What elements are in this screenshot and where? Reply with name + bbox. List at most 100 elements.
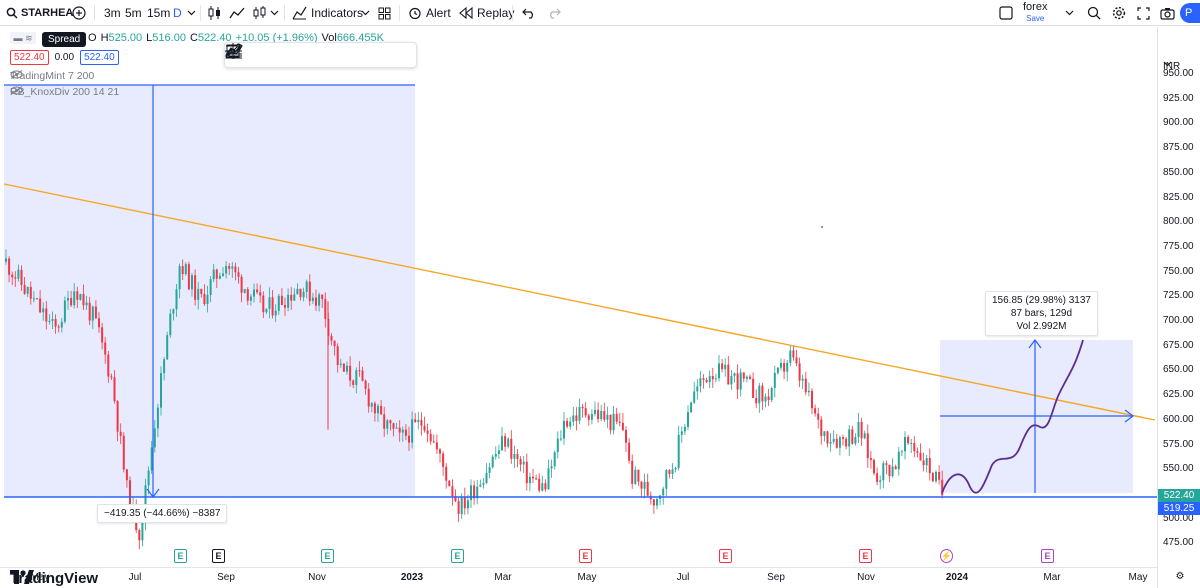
candle-body	[749, 376, 751, 379]
event-marker[interactable]: E	[212, 549, 225, 563]
price-tick-label: 500.00	[1163, 512, 1194, 524]
candle-body	[724, 364, 727, 370]
candle-body	[51, 319, 54, 321]
candle-body	[352, 380, 355, 385]
indicators-button[interactable]: Indicators	[292, 0, 363, 26]
event-marker[interactable]: E	[719, 549, 732, 563]
horizontal-ray-tool[interactable]	[226, 43, 335, 67]
chart-pane[interactable]: ▬ ≋ O H 525.00 L 516.00 C 522.40 +10.05 (+1…	[0, 27, 1200, 588]
replay-button[interactable]: Replay	[459, 0, 514, 26]
candle-body	[11, 274, 14, 278]
parallel-channel-tool[interactable]	[226, 43, 285, 67]
candle-body	[718, 363, 720, 379]
candle-body	[23, 285, 26, 294]
tradingview-logo[interactable]: TradingView	[10, 570, 98, 587]
candle-body	[525, 461, 528, 484]
publish-button[interactable]: P	[1180, 3, 1200, 23]
settings-button[interactable]	[1112, 0, 1126, 26]
candle-body	[98, 318, 100, 328]
interval-d[interactable]: D	[173, 0, 182, 26]
candle-body	[522, 461, 525, 465]
interval-15m[interactable]: 15m	[147, 0, 170, 26]
buy-button[interactable]: 522.40	[80, 50, 119, 65]
top-toolbar: STARHEA 3m 5m 15m D Indicators Alert Rep…	[0, 0, 1200, 26]
candle-body	[299, 288, 302, 298]
candle-body	[621, 422, 624, 431]
price-chart[interactable]	[0, 27, 1200, 588]
candle-body	[169, 313, 172, 336]
candle-body	[891, 466, 894, 477]
candle-body	[504, 436, 507, 447]
chart-type-candles[interactable]	[207, 0, 223, 26]
candle-body	[435, 442, 438, 450]
event-marker[interactable]: E	[579, 549, 592, 563]
candle-body	[191, 275, 193, 290]
trend-line-tool[interactable]	[225, 43, 310, 67]
event-marker[interactable]: E	[321, 549, 334, 563]
trend-line	[3, 183, 1156, 421]
quick-search-button[interactable]	[1087, 0, 1101, 26]
redo-button[interactable]	[547, 0, 561, 26]
candle-body	[897, 451, 900, 470]
symbol-search[interactable]: STARHEA	[6, 0, 73, 26]
volume-value: 666.455K	[336, 32, 384, 44]
event-marker[interactable]: E	[859, 549, 872, 563]
candle-body	[572, 415, 575, 422]
candle-body	[941, 479, 944, 496]
layout-checkbox[interactable]	[999, 0, 1013, 26]
candle-body	[513, 453, 516, 459]
path-tool[interactable]	[225, 43, 410, 67]
layout-title: forex	[1023, 1, 1048, 13]
candle-body	[535, 478, 538, 480]
interval-dropdown[interactable]	[187, 0, 196, 26]
templates-button[interactable]	[378, 0, 391, 26]
candle-body	[618, 421, 621, 423]
candle-body	[73, 291, 76, 306]
candle-body	[287, 294, 290, 308]
time-tick-label: May	[30, 572, 50, 583]
fullscreen-button[interactable]	[1137, 0, 1150, 26]
candle-body	[460, 497, 463, 515]
time-axis-settings-icon[interactable]: ⚙	[1175, 571, 1185, 582]
buy-sell-row: 522.40 0.00 522.40	[10, 50, 119, 65]
candle-body	[82, 294, 85, 306]
layout-name[interactable]: forex Save	[1023, 0, 1047, 26]
brush-tool[interactable]	[225, 43, 360, 67]
indicators-dropdown[interactable]	[361, 0, 370, 26]
candle-body	[358, 370, 361, 372]
event-marker[interactable]: E	[451, 549, 464, 563]
candle-body	[761, 385, 764, 402]
candle-body	[234, 266, 237, 273]
eye-off-icon[interactable]	[10, 86, 23, 95]
eye-off-icon[interactable]	[10, 70, 23, 79]
cross-line-tool[interactable]	[225, 43, 385, 67]
legend-toggle-icon[interactable]: ▬ ≋	[10, 32, 36, 44]
indicator-tradingmint[interactable]: TradingMint 7 200	[10, 70, 94, 82]
event-marker[interactable]: ⚡	[940, 549, 953, 563]
layout-dropdown[interactable]	[1065, 0, 1074, 26]
chart-type-line[interactable]	[229, 0, 245, 26]
chart-type-bars[interactable]	[252, 0, 268, 26]
event-marker[interactable]: E	[1041, 549, 1054, 563]
candle-body	[311, 297, 314, 302]
candle-body	[776, 367, 779, 373]
interval-3m[interactable]: 3m	[104, 0, 121, 26]
alert-button[interactable]: Alert	[408, 0, 451, 26]
undo-button[interactable]	[522, 0, 536, 26]
candle-body	[696, 386, 699, 392]
candle-body	[656, 498, 658, 506]
snapshot-button[interactable]	[1160, 0, 1175, 26]
measure-volume: Vol 2.992M	[1016, 321, 1067, 332]
compare-button[interactable]	[72, 0, 86, 26]
price-tick-label: 475.00	[1163, 537, 1194, 549]
price-tick-label: 600.00	[1163, 413, 1194, 425]
currency-selector[interactable]: INR	[1163, 61, 1180, 72]
sell-button[interactable]: 522.40	[10, 50, 49, 65]
candle-body	[439, 449, 441, 454]
indicator-knoxdiv[interactable]: RB_KnoxDiv 200 14 21	[10, 86, 119, 98]
chart-type-dropdown[interactable]	[270, 0, 279, 26]
event-marker[interactable]: E	[174, 549, 187, 563]
candle-body	[730, 375, 733, 385]
line-price-tag: 519.25	[1158, 502, 1200, 515]
interval-5m[interactable]: 5m	[125, 0, 142, 26]
